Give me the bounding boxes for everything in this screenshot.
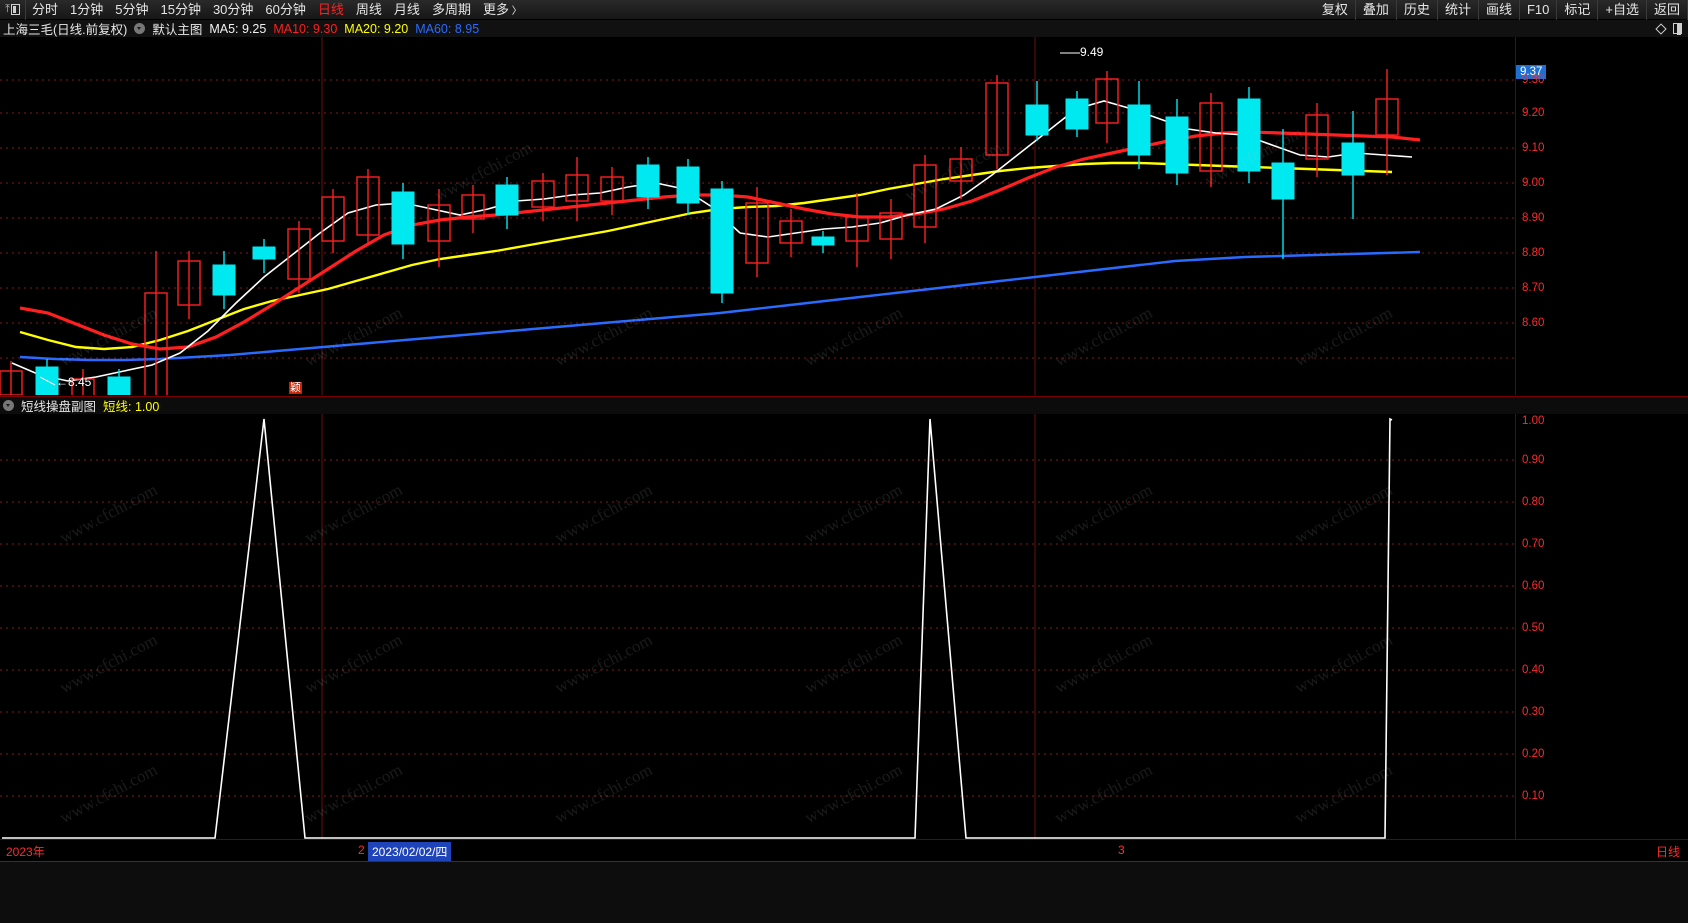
diamond-icon[interactable] <box>1655 22 1667 35</box>
candlestick-series <box>0 69 1399 395</box>
main-price-axis: 9.37 9.30 9.20 9.10 9.00 8.90 8.80 8.70 … <box>1515 37 1688 395</box>
ma10-readout: MA10: 9.30 <box>273 21 338 36</box>
sub-axis-label: 0.70 <box>1522 538 1545 550</box>
axis-label: 9.10 <box>1522 142 1545 154</box>
axis-label: 8.90 <box>1522 212 1545 224</box>
sub-axis-label: 0.40 <box>1522 664 1545 676</box>
mode-label: 日线 <box>1655 845 1680 859</box>
history-button[interactable]: 历史 <box>1397 0 1438 20</box>
period-fenshi[interactable]: 分时 <box>32 1 59 17</box>
sub-period-separators <box>321 414 1036 839</box>
mark-button[interactable]: 标记 <box>1557 0 1599 20</box>
sub-chart-info-bar: 短线操盘副图 短线: 1.00 <box>0 396 1688 414</box>
symbol-title: 上海三毛(日线.前复权) <box>3 23 128 37</box>
sub-axis-label: 0.50 <box>1522 622 1545 634</box>
current-price-badge: 9.37 <box>1516 65 1547 79</box>
sub-axis-label: 0.30 <box>1522 706 1545 718</box>
drawline-button[interactable]: 画线 <box>1479 0 1520 20</box>
high-price-annotation: 9.49 <box>1080 45 1104 59</box>
low-price-annotation: ←8.45 <box>56 375 92 389</box>
add-watchlist-button[interactable]: +自选 <box>1598 0 1647 20</box>
ma60-readout: MA60: 8.95 <box>415 21 480 36</box>
chevron-down-circle-icon[interactable] <box>3 399 14 413</box>
indicator-name[interactable]: 默认主图 <box>152 23 203 37</box>
window-icon[interactable]: ⤒ <box>0 0 26 20</box>
date-label-month: 3 <box>1118 843 1125 857</box>
toolbar-right-group: 复权 叠加 历史 统计 画线 F10 标记 +自选 返回 <box>1315 0 1688 20</box>
sub-indicator-line <box>2 417 1393 839</box>
overlay-button[interactable]: 叠加 <box>1356 0 1397 20</box>
sub-axis-label: 0.10 <box>1522 790 1545 802</box>
top-toolbar: ⤒ 分时 1分钟 5分钟 15分钟 30分钟 60分钟 日线 周线 月线 多周期… <box>0 0 1688 20</box>
ma60-line <box>19 250 1421 362</box>
annotation-lines <box>39 52 1080 386</box>
sub-axis-label: 0.80 <box>1522 496 1545 508</box>
info-bar-icons <box>1655 22 1688 35</box>
cursor-date-badge: 2023/02/02/四 <box>368 842 452 861</box>
main-price-chart[interactable]: 9.49 ←8.45 颖 www.cfchi.com www.cfchi.com… <box>0 37 1515 395</box>
toolbar-left-group: ⤒ 分时 1分钟 5分钟 15分钟 30分钟 60分钟 日线 周线 月线 多周期… <box>0 0 528 20</box>
ma20-readout: MA20: 9.20 <box>344 21 409 36</box>
sub-axis-label: 0.90 <box>1522 454 1545 466</box>
date-label-year: 2023年 <box>6 845 45 859</box>
status-bar <box>0 861 1688 923</box>
page-icon[interactable] <box>1673 23 1682 35</box>
buy-marker: 颖 <box>289 382 302 394</box>
period-15min[interactable]: 15分钟 <box>160 1 201 17</box>
period-5min[interactable]: 5分钟 <box>115 1 149 17</box>
ma20-line <box>19 161 1393 351</box>
sub-axis-label: 0.60 <box>1522 580 1545 592</box>
sub-axis-label: 1.00 <box>1522 415 1545 427</box>
chevron-down-circle-icon[interactable] <box>134 22 146 36</box>
date-label-month: 2 <box>358 843 365 857</box>
sub-chart-svg <box>0 414 1515 839</box>
sub-indicator-chart[interactable]: www.cfchi.com www.cfchi.com www.cfchi.co… <box>0 414 1515 839</box>
period-daily[interactable]: 日线 <box>317 1 344 17</box>
f10-button[interactable]: F10 <box>1520 0 1558 20</box>
axis-label: 9.30 <box>1522 74 1545 86</box>
stats-button[interactable]: 统计 <box>1438 0 1479 20</box>
sub-series-readout: 短线: 1.00 <box>103 400 160 414</box>
axis-label: 8.60 <box>1522 317 1545 329</box>
period-multi[interactable]: 多周期 <box>431 1 471 17</box>
period-weekly[interactable]: 周线 <box>355 1 382 17</box>
sub-indicator-axis: 1.00 0.90 0.80 0.70 0.60 0.50 0.40 0.30 … <box>1515 414 1688 839</box>
axis-label: 9.00 <box>1522 177 1545 189</box>
sub-axis-label: 0.20 <box>1522 748 1545 760</box>
axis-label: 8.80 <box>1522 247 1545 259</box>
date-axis[interactable]: 2023年 2 2023/02/02/四 3 日线 <box>0 839 1688 861</box>
axis-label: 8.70 <box>1522 282 1545 294</box>
period-60min[interactable]: 60分钟 <box>265 1 306 17</box>
axis-label: 9.20 <box>1522 107 1545 119</box>
sub-grid-lines <box>0 459 1515 797</box>
price-chart-svg <box>0 37 1515 395</box>
main-chart-info-bar: 上海三毛(日线.前复权) 默认主图 MA5: 9.25 MA10: 9.30 M… <box>0 20 1688 37</box>
period-monthly[interactable]: 月线 <box>393 1 420 17</box>
sub-indicator-name[interactable]: 短线操盘副图 <box>21 400 97 414</box>
adjust-button[interactable]: 复权 <box>1315 0 1356 20</box>
period-1min[interactable]: 1分钟 <box>70 1 104 17</box>
period-30min[interactable]: 30分钟 <box>212 1 254 17</box>
period-more[interactable]: 更多 <box>477 0 528 20</box>
back-button[interactable]: 返回 <box>1647 0 1688 20</box>
ma5-readout: MA5: 9.25 <box>209 21 267 36</box>
